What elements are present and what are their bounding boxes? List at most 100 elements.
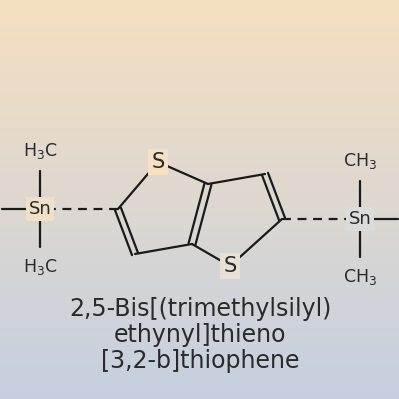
Bar (0, 236, 399, 237)
Bar (0, 358, 399, 359)
Bar (0, 89, 399, 90)
Bar (0, 13, 399, 14)
Bar (0, 143, 399, 144)
Bar (0, 352, 399, 353)
Bar (0, 317, 399, 318)
Bar (0, 234, 399, 235)
Bar (0, 326, 399, 327)
Text: S: S (223, 256, 237, 276)
Bar (0, 383, 399, 384)
Bar (0, 331, 399, 332)
Bar (0, 375, 399, 376)
Bar (0, 148, 399, 149)
Bar (0, 66, 399, 67)
Bar (0, 215, 399, 216)
Bar (0, 96, 399, 97)
Bar (0, 230, 399, 231)
Bar (0, 178, 399, 179)
Bar (0, 164, 399, 165)
Bar (0, 24, 399, 25)
Bar (0, 263, 399, 264)
Bar (0, 117, 399, 118)
Bar (0, 126, 399, 127)
Bar (0, 391, 399, 392)
Bar (0, 313, 399, 314)
Bar (0, 20, 399, 21)
Bar (0, 227, 399, 228)
Bar (0, 200, 399, 201)
Bar (0, 106, 399, 107)
Bar (0, 333, 399, 334)
Bar (0, 187, 399, 188)
Bar (0, 195, 399, 196)
Bar (0, 86, 399, 87)
Bar (0, 301, 399, 302)
Bar (0, 147, 399, 148)
Bar (0, 99, 399, 100)
Bar (0, 250, 399, 251)
Bar (0, 304, 399, 305)
Bar (0, 274, 399, 275)
Bar (0, 255, 399, 256)
Bar (0, 163, 399, 164)
Bar (0, 349, 399, 350)
Bar (0, 298, 399, 299)
Bar (0, 174, 399, 175)
Bar (0, 38, 399, 39)
Bar (0, 285, 399, 286)
Bar (0, 129, 399, 130)
Bar (0, 197, 399, 198)
Bar (0, 169, 399, 170)
Bar (0, 181, 399, 182)
Bar (0, 189, 399, 190)
Bar (0, 247, 399, 248)
Bar (0, 296, 399, 297)
Bar (0, 62, 399, 63)
Bar (0, 160, 399, 161)
Bar (0, 299, 399, 300)
Bar (0, 139, 399, 140)
Bar (0, 12, 399, 13)
Bar (0, 120, 399, 121)
Bar (0, 342, 399, 343)
Bar (0, 319, 399, 320)
Bar (0, 149, 399, 150)
Bar (0, 101, 399, 102)
Bar (0, 284, 399, 285)
Bar (0, 283, 399, 284)
Bar (0, 125, 399, 126)
Bar (0, 217, 399, 218)
Bar (0, 354, 399, 355)
Bar (0, 376, 399, 377)
Bar (0, 323, 399, 324)
Bar (0, 34, 399, 35)
Bar (0, 1, 399, 2)
Bar (0, 307, 399, 308)
Bar (0, 63, 399, 64)
Bar (0, 387, 399, 388)
Bar (0, 162, 399, 163)
Bar (0, 49, 399, 50)
Bar (0, 186, 399, 187)
Bar (0, 226, 399, 227)
Bar (0, 41, 399, 42)
Bar (0, 268, 399, 269)
Bar (0, 196, 399, 197)
Bar (0, 202, 399, 203)
Bar (0, 105, 399, 106)
Bar (0, 114, 399, 115)
Bar (0, 256, 399, 257)
Bar (0, 170, 399, 171)
Bar (0, 242, 399, 243)
Bar (0, 74, 399, 75)
Bar (0, 144, 399, 145)
Bar (0, 210, 399, 211)
Bar (0, 252, 399, 253)
Bar (0, 396, 399, 397)
Bar (0, 390, 399, 391)
Bar (0, 251, 399, 252)
Bar (0, 151, 399, 152)
Bar (0, 145, 399, 146)
Bar (0, 392, 399, 393)
Bar (0, 55, 399, 56)
